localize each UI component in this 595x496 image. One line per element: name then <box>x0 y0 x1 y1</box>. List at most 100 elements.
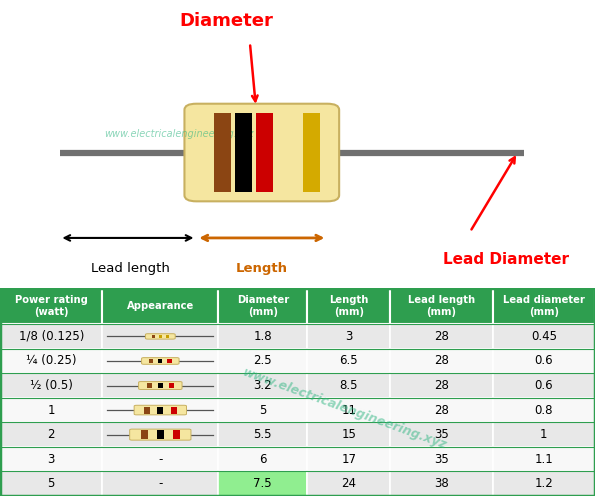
Text: Lead Diameter: Lead Diameter <box>443 252 569 267</box>
Text: 1.8: 1.8 <box>253 330 272 343</box>
Text: 28: 28 <box>434 404 449 417</box>
Bar <box>102 288 218 324</box>
Bar <box>218 471 308 496</box>
Bar <box>390 373 493 398</box>
Text: 0.45: 0.45 <box>531 330 557 343</box>
Text: 2: 2 <box>48 428 55 441</box>
Bar <box>0 398 102 423</box>
Bar <box>218 288 308 324</box>
Bar <box>158 359 162 363</box>
Text: 1: 1 <box>48 404 55 417</box>
FancyBboxPatch shape <box>134 405 186 415</box>
Text: 28: 28 <box>434 355 449 368</box>
Bar <box>156 431 164 439</box>
Bar <box>0 288 102 324</box>
Text: 8.5: 8.5 <box>340 379 358 392</box>
Bar <box>308 288 390 324</box>
Text: Diameter: Diameter <box>179 12 273 30</box>
Bar <box>218 447 308 471</box>
Bar <box>102 373 218 398</box>
Bar <box>308 373 390 398</box>
Text: 2.5: 2.5 <box>253 355 272 368</box>
Bar <box>308 423 390 447</box>
Bar <box>308 349 390 373</box>
Text: 5.5: 5.5 <box>253 428 272 441</box>
Bar <box>308 324 390 349</box>
Bar <box>171 407 177 414</box>
Bar <box>158 383 163 388</box>
Text: 17: 17 <box>342 453 356 466</box>
Text: 1.2: 1.2 <box>534 477 553 490</box>
FancyBboxPatch shape <box>139 381 182 389</box>
Text: 6.5: 6.5 <box>339 355 358 368</box>
Text: -: - <box>158 453 162 466</box>
Bar <box>0 423 102 447</box>
Bar <box>218 324 308 349</box>
Text: ¼ (0.25): ¼ (0.25) <box>26 355 77 368</box>
Text: ½ (0.5): ½ (0.5) <box>30 379 73 392</box>
Bar <box>256 113 273 192</box>
Text: 1/8 (0.125): 1/8 (0.125) <box>18 330 84 343</box>
Text: 6: 6 <box>259 453 267 466</box>
Text: 28: 28 <box>434 379 449 392</box>
Bar <box>214 113 231 192</box>
FancyBboxPatch shape <box>142 358 179 364</box>
Bar <box>390 349 493 373</box>
Bar <box>102 398 218 423</box>
Text: www.electricalengineering.xyz: www.electricalengineering.xyz <box>241 366 449 452</box>
Text: www.electricalengineering.xyz: www.electricalengineering.xyz <box>104 129 253 139</box>
Bar <box>308 447 390 471</box>
Text: Length: Length <box>236 262 288 275</box>
Bar <box>493 349 595 373</box>
Bar <box>0 324 102 349</box>
Bar <box>390 398 493 423</box>
Text: 1: 1 <box>540 428 547 441</box>
Bar <box>235 113 252 192</box>
Bar <box>102 471 218 496</box>
Bar <box>102 447 218 471</box>
Bar <box>218 423 308 447</box>
FancyBboxPatch shape <box>145 334 175 339</box>
Text: 28: 28 <box>434 330 449 343</box>
Bar <box>218 398 308 423</box>
Bar <box>0 373 102 398</box>
Text: Power rating
(watt): Power rating (watt) <box>15 295 87 317</box>
Bar <box>169 383 174 388</box>
Bar <box>147 383 152 388</box>
Bar <box>0 471 102 496</box>
Text: 15: 15 <box>342 428 356 441</box>
Text: -: - <box>158 477 162 490</box>
Text: Lead length: Lead length <box>92 262 170 275</box>
Bar <box>493 471 595 496</box>
Text: 24: 24 <box>342 477 356 490</box>
Bar <box>493 288 595 324</box>
Bar <box>173 431 180 439</box>
Text: 3: 3 <box>48 453 55 466</box>
Text: 1.1: 1.1 <box>534 453 553 466</box>
Bar <box>493 447 595 471</box>
Bar <box>493 324 595 349</box>
FancyBboxPatch shape <box>130 429 191 440</box>
Bar <box>102 349 218 373</box>
Text: Lead diameter
(mm): Lead diameter (mm) <box>503 295 585 317</box>
FancyBboxPatch shape <box>184 104 339 201</box>
Bar <box>390 423 493 447</box>
Bar <box>493 373 595 398</box>
Bar <box>140 431 148 439</box>
Text: 35: 35 <box>434 453 449 466</box>
Bar <box>167 359 172 363</box>
Bar <box>0 447 102 471</box>
Bar <box>493 423 595 447</box>
Bar <box>149 359 153 363</box>
Text: Appearance: Appearance <box>127 301 194 311</box>
Text: 3.2: 3.2 <box>253 379 272 392</box>
Text: 5: 5 <box>259 404 267 417</box>
Bar <box>159 335 162 338</box>
Bar <box>303 113 320 192</box>
Bar <box>390 324 493 349</box>
Bar <box>390 471 493 496</box>
Bar <box>144 407 150 414</box>
Text: 0.6: 0.6 <box>534 355 553 368</box>
Bar <box>157 407 164 414</box>
Bar <box>218 373 308 398</box>
